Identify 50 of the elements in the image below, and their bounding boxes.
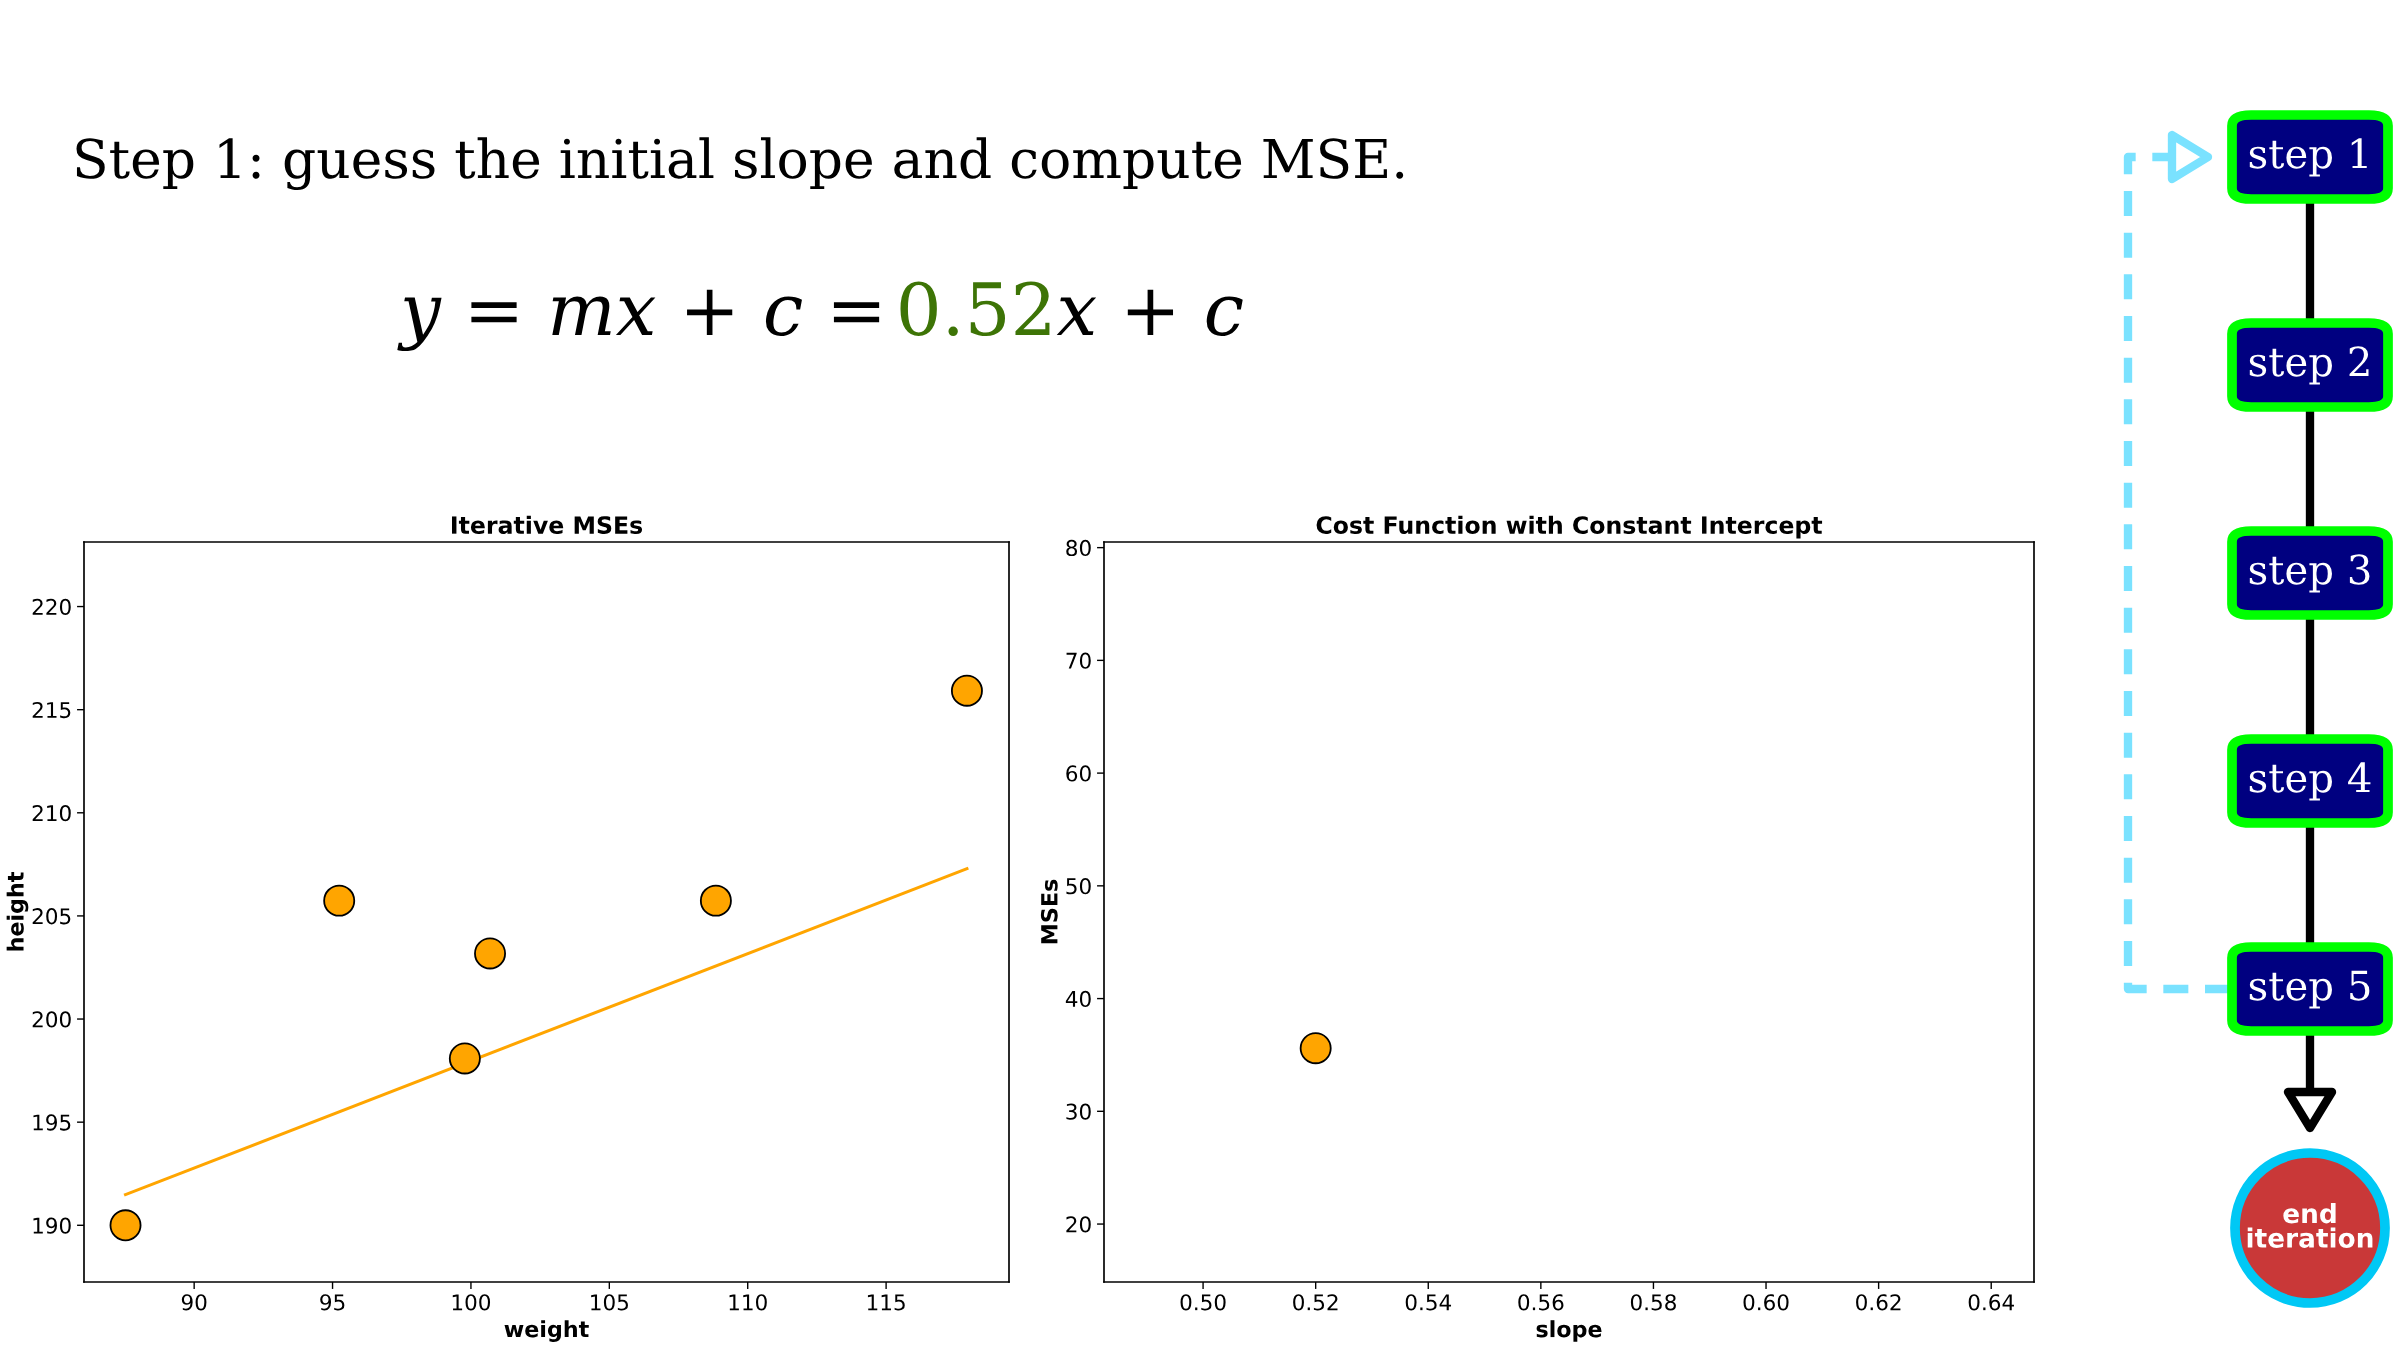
text: step 1 bbox=[2249, 138, 2367, 177]
x-tick-label: 115 bbox=[867, 1294, 905, 1311]
y-tick-label: 210 bbox=[32, 805, 71, 822]
y-tick-label: 220 bbox=[32, 598, 71, 616]
text: y = mx + c = bbox=[397, 289, 880, 352]
x-tick-label: 0.60 bbox=[1743, 1294, 1789, 1311]
text: step 5 bbox=[2249, 970, 2370, 1009]
y-axis-title: MSEs bbox=[1040, 879, 1058, 944]
y-tick-label: 190 bbox=[33, 1217, 71, 1234]
y-tick-label: 40 bbox=[1065, 990, 1091, 1008]
x-tick-label: 90 bbox=[181, 1294, 207, 1311]
y-tick-label: 70 bbox=[1066, 652, 1091, 669]
x-tick-label: 105 bbox=[591, 1294, 628, 1311]
text: step 2 bbox=[2249, 346, 2369, 385]
x-tick-label: 0.62 bbox=[1856, 1294, 1901, 1311]
x-tick-label: 0.56 bbox=[1518, 1294, 1564, 1311]
point bbox=[474, 937, 506, 970]
point bbox=[699, 884, 732, 917]
text: Step 1: guess the initial slope and compute MSE. bbox=[76, 137, 1404, 190]
x-tick-label: 0.50 bbox=[1180, 1294, 1226, 1311]
x-tick-label: 100 bbox=[452, 1294, 491, 1311]
point bbox=[950, 674, 983, 707]
text: 0.52 bbox=[900, 281, 1050, 337]
x-tick-label: 0.54 bbox=[1405, 1294, 1452, 1311]
point bbox=[109, 1209, 142, 1242]
x-tick-label: 0.64 bbox=[1968, 1294, 2014, 1311]
y-tick-label: 50 bbox=[1066, 878, 1091, 895]
x-axis-title: weight bbox=[504, 1320, 589, 1342]
y-tick-label: 205 bbox=[32, 908, 71, 925]
x-tick-label: 110 bbox=[729, 1294, 767, 1311]
y-tick-label: 20 bbox=[1066, 1216, 1091, 1233]
text: step 3 bbox=[2249, 554, 2370, 593]
y-tick-label: 60 bbox=[1066, 765, 1091, 782]
x-tick-label: 0.58 bbox=[1630, 1294, 1676, 1311]
y-tick-label: 195 bbox=[33, 1114, 71, 1131]
x-tick-label: 0.52 bbox=[1293, 1294, 1338, 1311]
y-tick-label: 215 bbox=[32, 701, 71, 719]
y-tick-label: 80 bbox=[1066, 539, 1091, 557]
text: x + c bbox=[1056, 289, 1243, 337]
point bbox=[448, 1042, 481, 1075]
x-tick-label: 95 bbox=[320, 1294, 345, 1311]
chart-title: Iterative MSEs bbox=[451, 515, 643, 534]
point bbox=[323, 884, 356, 917]
chart-title: Cost Function with Constant Intercept bbox=[1316, 515, 1823, 539]
y-axis-title: height bbox=[6, 872, 29, 951]
x-axis-title: slope bbox=[1536, 1320, 1602, 1342]
text: end iteration bbox=[2247, 1202, 2373, 1248]
y-tick-label: 30 bbox=[1066, 1103, 1091, 1120]
text: step 4 bbox=[2249, 762, 2371, 801]
y-tick-label: 200 bbox=[32, 1011, 71, 1028]
